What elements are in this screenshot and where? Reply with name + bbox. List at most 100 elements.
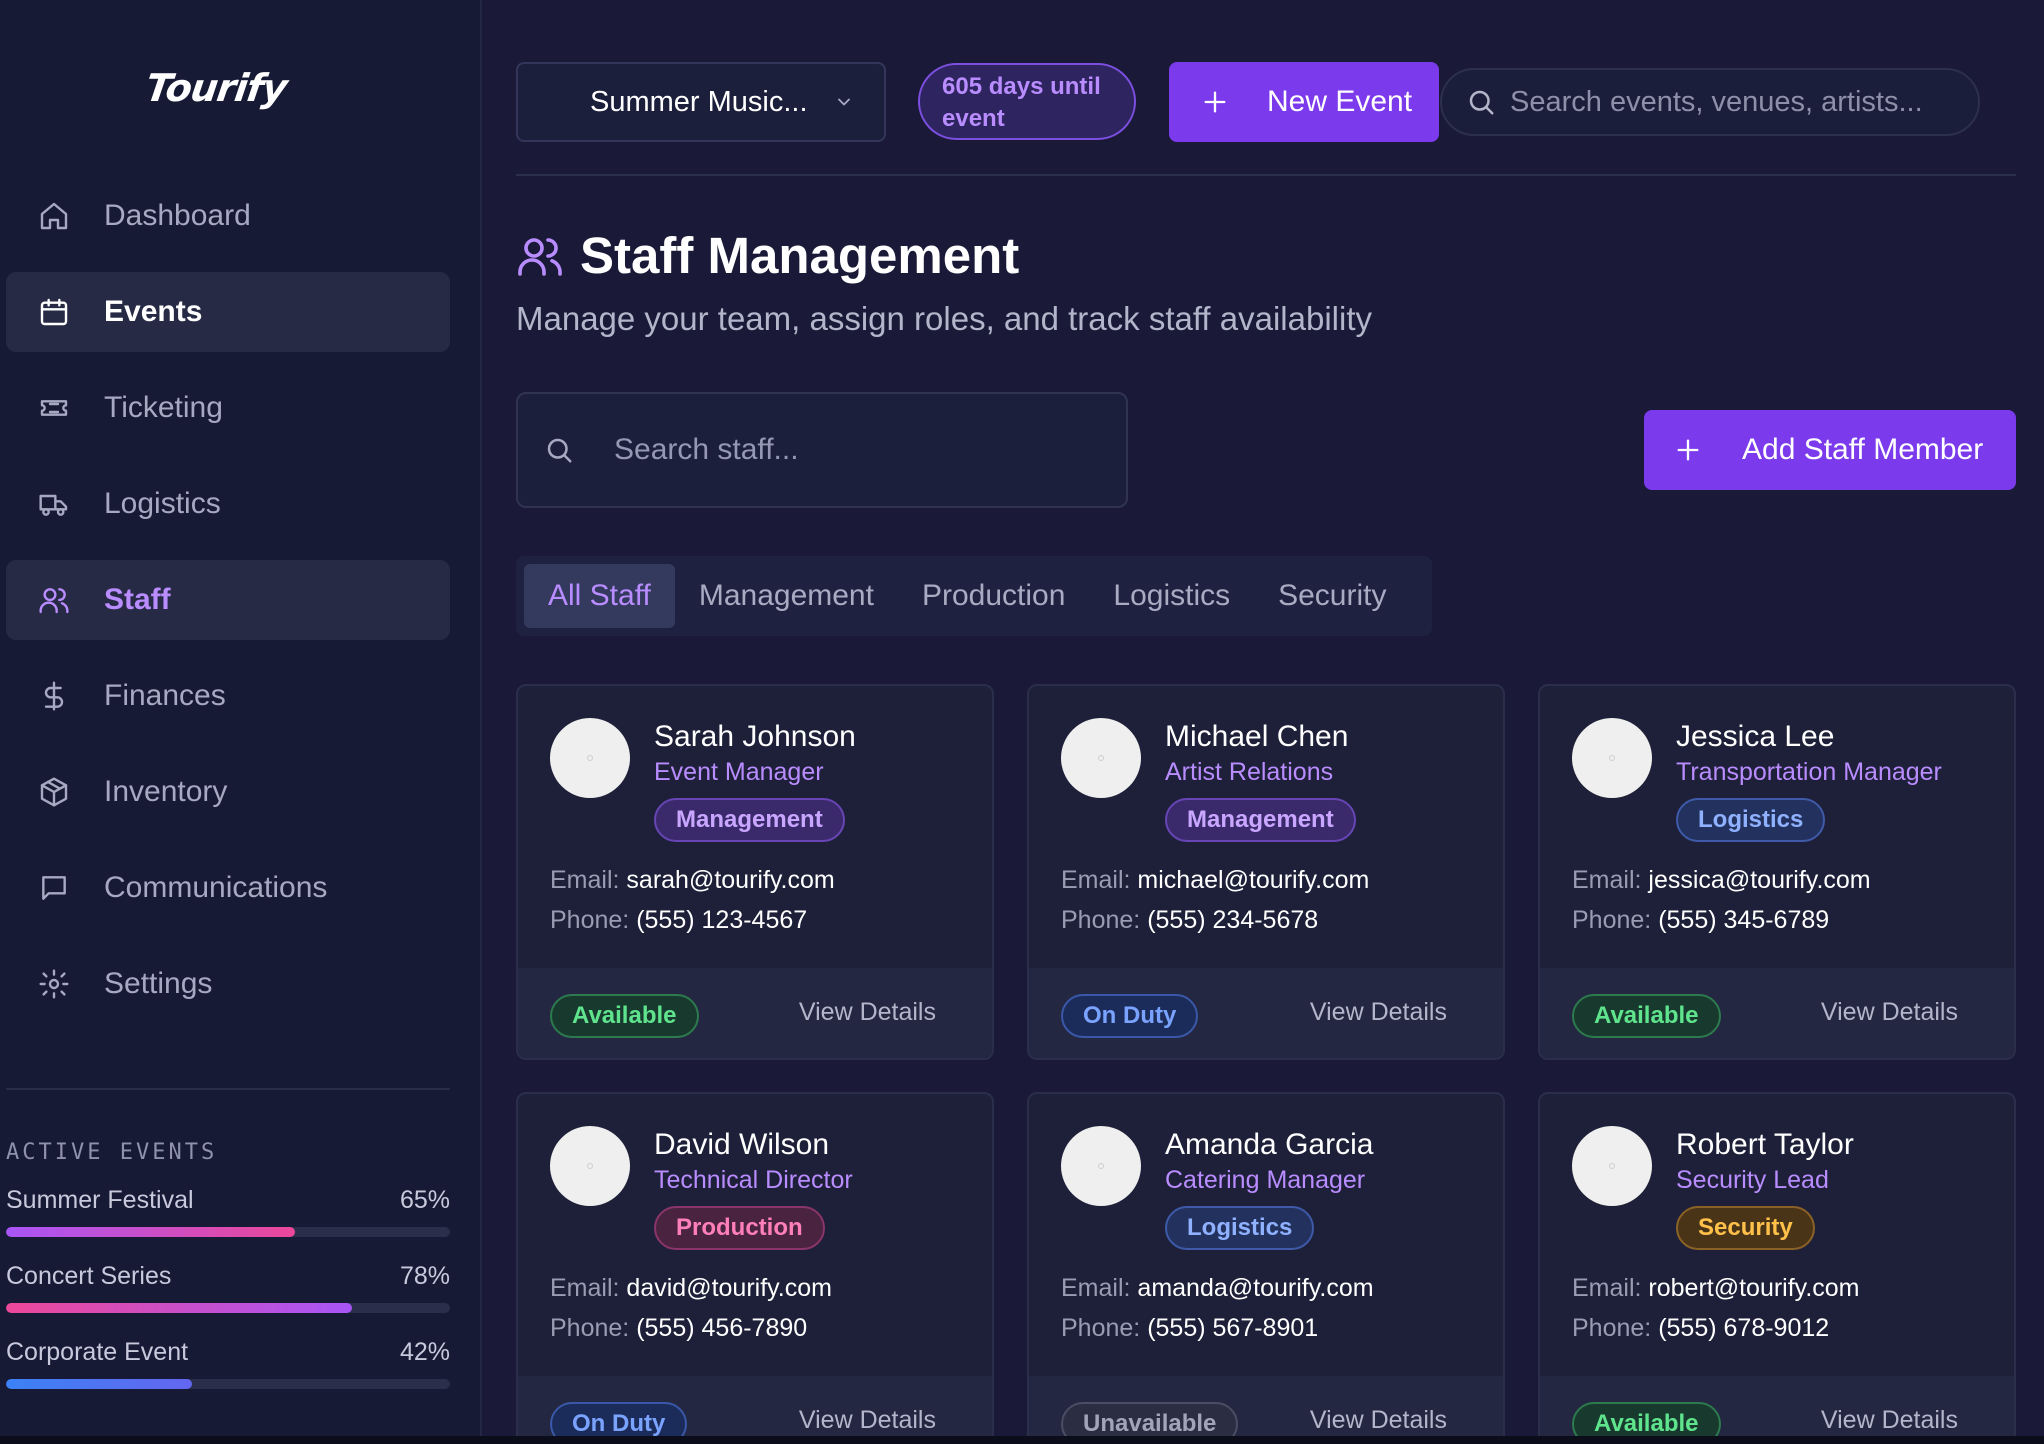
active-events-heading: ACTIVE EVENTS [6, 1140, 218, 1165]
staff-role: Event Manager [654, 758, 824, 786]
phone-value: (555) 456-7890 [636, 1314, 808, 1342]
phone-value: (555) 123-4567 [636, 906, 808, 934]
sidebar-item-dashboard[interactable]: Dashboard [6, 176, 450, 256]
staff-email: Email: sarah@tourify.com [550, 866, 835, 895]
card-footer: On Duty View Details [518, 1376, 992, 1444]
phone-label: Phone: [1572, 906, 1652, 934]
staff-search-placeholder: Search staff... [614, 433, 799, 466]
status-badge: On Duty [1061, 994, 1199, 1038]
progress-fill [6, 1303, 353, 1313]
staff-name: Amanda Garcia [1165, 1128, 1374, 1161]
active-event-percent: 65% [399, 1186, 450, 1214]
countdown-line-2: event [942, 105, 1005, 132]
active-event-percent: 78% [399, 1262, 450, 1290]
staff-card: Robert Taylor Security Lead Security Ema… [1538, 1092, 2016, 1444]
event-select-value: Summer Music... [590, 85, 808, 118]
add-staff-member-button[interactable]: Add Staff Member [1644, 410, 2016, 490]
staff-name: David Wilson [654, 1128, 830, 1161]
card-footer: Unavailable View Details [1029, 1376, 1503, 1444]
avatar [1572, 718, 1652, 798]
tab-security[interactable]: Security [1278, 579, 1387, 612]
sidebar-item-communications[interactable]: Communications [6, 848, 450, 928]
phone-label: Phone: [1061, 906, 1141, 934]
add-staff-label: Add Staff Member [1742, 433, 1984, 466]
staff-role: Security Lead [1676, 1166, 1829, 1194]
department-badge: Production [654, 1206, 825, 1250]
new-event-button[interactable]: New Event [1169, 62, 1439, 142]
phone-label: Phone: [550, 1314, 630, 1342]
email-label: Email: [1061, 866, 1131, 894]
staff-card: David Wilson Technical Director Producti… [516, 1092, 994, 1444]
active-event-summer-festival[interactable]: Summer Festival 65% [6, 1186, 450, 1237]
phone-label: Phone: [1061, 1314, 1141, 1342]
logo[interactable]: Tourify [142, 66, 290, 110]
sidebar-item-label: Events [104, 295, 203, 328]
gear-icon [39, 969, 69, 999]
event-select[interactable]: Summer Music... [516, 62, 886, 142]
department-tabs: All Staff Management Production Logistic… [516, 556, 1432, 636]
view-details-button[interactable]: View Details [1309, 998, 1447, 1026]
phone-value: (555) 567-8901 [1147, 1314, 1319, 1342]
department-badge: Management [654, 798, 845, 842]
staff-search-input[interactable]: Search staff... [516, 392, 1128, 508]
status-badge: Available [1572, 994, 1721, 1038]
email-value: robert@tourify.com [1648, 1274, 1860, 1302]
active-event-concert-series[interactable]: Concert Series 78% [6, 1262, 450, 1313]
staff-card: Jessica Lee Transportation Manager Logis… [1538, 684, 2016, 1060]
progress-track [6, 1303, 450, 1313]
sidebar-item-finances[interactable]: Finances [6, 656, 450, 736]
email-value: michael@tourify.com [1137, 866, 1370, 894]
tab-all-staff[interactable]: All Staff [524, 564, 675, 628]
chevron-down-icon [838, 98, 850, 106]
avatar [550, 1126, 630, 1206]
tab-management[interactable]: Management [698, 579, 874, 612]
email-label: Email: [550, 866, 620, 894]
view-details-button[interactable]: View Details [798, 1406, 936, 1434]
staff-phone: Phone: (555) 456-7890 [550, 1314, 807, 1343]
tab-logistics[interactable]: Logistics [1113, 579, 1231, 612]
view-details-button[interactable]: View Details [1309, 1406, 1447, 1434]
progress-track [6, 1227, 450, 1237]
staff-phone: Phone: (555) 678-9012 [1572, 1314, 1829, 1343]
users-icon [39, 588, 69, 614]
sidebar-nav: Dashboard Events Ticketing Logistics Sta… [6, 176, 450, 1040]
truck-icon [39, 494, 68, 516]
dollar-icon [44, 681, 64, 711]
staff-role: Transportation Manager [1676, 758, 1942, 786]
sidebar-item-label: Staff [104, 583, 171, 616]
staff-name: Robert Taylor [1676, 1128, 1854, 1161]
phone-label: Phone: [550, 906, 630, 934]
global-search-input[interactable]: Search events, venues, artists... [1440, 68, 1980, 136]
sidebar-item-logistics[interactable]: Logistics [6, 464, 450, 544]
card-footer: Available View Details [1540, 968, 2014, 1058]
view-details-button[interactable]: View Details [1820, 1406, 1958, 1434]
global-search-placeholder: Search events, venues, artists... [1510, 85, 1923, 118]
sidebar-item-label: Inventory [104, 775, 228, 808]
header-divider [516, 174, 2016, 176]
countdown-line-1: 605 days until [942, 73, 1101, 100]
active-event-name: Summer Festival [6, 1186, 194, 1214]
view-details-button[interactable]: View Details [798, 998, 936, 1026]
sidebar-item-settings[interactable]: Settings [6, 944, 450, 1024]
active-event-name: Concert Series [6, 1262, 172, 1290]
sidebar-item-events[interactable]: Events [6, 272, 450, 352]
sidebar-item-label: Communications [104, 871, 328, 904]
phone-value: (555) 678-9012 [1658, 1314, 1830, 1342]
staff-name: Jessica Lee [1676, 720, 1835, 753]
staff-card: Sarah Johnson Event Manager Management E… [516, 684, 994, 1060]
sidebar-item-staff[interactable]: Staff [6, 560, 450, 640]
sidebar-item-ticketing[interactable]: Ticketing [6, 368, 450, 448]
search-icon [1469, 90, 1494, 115]
active-event-corporate-event[interactable]: Corporate Event 42% [6, 1338, 450, 1389]
staff-name: Sarah Johnson [654, 720, 856, 753]
sidebar-item-inventory[interactable]: Inventory [6, 752, 450, 832]
tab-production[interactable]: Production [921, 579, 1066, 612]
progress-fill [6, 1227, 295, 1237]
email-value: amanda@tourify.com [1137, 1274, 1374, 1302]
staff-email: Email: david@tourify.com [550, 1274, 832, 1303]
view-details-button[interactable]: View Details [1820, 998, 1958, 1026]
staff-role: Artist Relations [1165, 758, 1334, 786]
plus-icon [1204, 91, 1226, 113]
email-label: Email: [1061, 1274, 1131, 1302]
department-badge: Logistics [1676, 798, 1826, 842]
